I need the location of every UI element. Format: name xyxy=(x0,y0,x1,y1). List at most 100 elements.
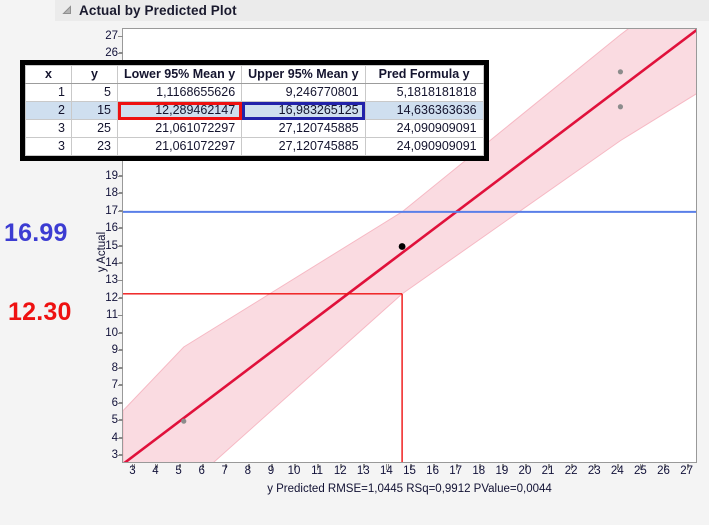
column-header-upper[interactable]: Upper 95% Mean y xyxy=(241,65,366,84)
y-tick-mark-minor xyxy=(119,279,123,281)
x-tick-mark xyxy=(363,464,365,470)
x-tick-mark-minor xyxy=(295,464,297,468)
y-tick-mark xyxy=(118,297,123,299)
y-tick-mark xyxy=(118,315,123,317)
x-tick-label: 23 xyxy=(587,465,601,477)
x-tick-mark xyxy=(132,464,134,470)
x-tick-label: 26 xyxy=(657,465,670,477)
x-tick-mark-minor xyxy=(249,464,250,468)
cell-y: 25 xyxy=(71,119,118,138)
data-point[interactable] xyxy=(181,418,187,424)
table-row[interactable]: 1 5 1,1168655626 9,246770801 5,1818181818 xyxy=(25,83,484,102)
x-tick-label: 18 xyxy=(472,465,486,477)
x-tick-mark xyxy=(524,464,526,470)
x-tick-mark-minor xyxy=(572,464,574,468)
y-tick-mark-minor xyxy=(119,366,123,368)
x-tick-mark-minor xyxy=(410,464,412,468)
jmp-report-panel: Actual by Predicted Plot 3 4 5 6 7 8 9 10 11 12 13… xyxy=(4,0,709,495)
reference-lines xyxy=(123,210,696,462)
x-tick-label: 15 xyxy=(403,465,416,477)
x-tick-label: 21 xyxy=(541,465,555,477)
y-tick-mark xyxy=(118,437,123,439)
column-header-y[interactable]: y xyxy=(71,65,118,84)
column-header-x[interactable]: x xyxy=(25,65,72,84)
y-tick-label: 9 xyxy=(111,344,118,357)
x-tick-label: 8 xyxy=(244,465,252,477)
data-point[interactable] xyxy=(617,69,624,75)
y-tick-mark-minor xyxy=(119,174,123,176)
y-tick-mark xyxy=(118,210,123,212)
y-tick-mark xyxy=(118,262,123,264)
x-tick-mark-minor xyxy=(387,464,389,468)
cell-x: 3 xyxy=(25,119,72,138)
y-tick-mark xyxy=(118,455,123,457)
x-tick-mark xyxy=(294,464,296,470)
y-tick-mark-minor xyxy=(119,454,123,456)
x-tick-label: 10 xyxy=(287,465,301,477)
x-tick-mark xyxy=(571,464,573,470)
y-tick-label: 14 xyxy=(105,256,118,269)
x-tick-label: 24 xyxy=(610,465,624,477)
y-tick-label: 10 xyxy=(105,326,118,339)
x-tick-label: 4 xyxy=(152,465,159,477)
y-tick-label: 5 xyxy=(111,414,118,427)
y-tick-mark xyxy=(118,193,123,195)
regression-fit-line xyxy=(123,29,696,462)
cell-lower-95-mean: 12,289462147 xyxy=(116,101,243,120)
data-point-selected[interactable] xyxy=(398,243,406,250)
right-margin-strip xyxy=(697,42,709,525)
fit-line xyxy=(123,29,696,462)
x-tick-mark xyxy=(340,464,342,470)
x-tick-mark xyxy=(224,464,226,470)
x-tick-mark xyxy=(317,464,319,470)
x-tick-label: 12 xyxy=(333,465,347,477)
x-tick-mark-minor xyxy=(433,464,435,468)
cell-pred-formula: 14,636363636 xyxy=(364,101,484,120)
x-tick-mark-minor xyxy=(687,464,689,468)
page-title: Actual by Predicted Plot xyxy=(79,3,237,18)
data-points xyxy=(181,69,624,424)
y-tick-mark-minor xyxy=(119,297,123,299)
x-tick-mark-minor xyxy=(133,464,135,468)
x-tick-mark-minor xyxy=(202,464,204,468)
x-tick-label: 20 xyxy=(518,465,532,477)
x-tick-mark xyxy=(178,464,180,470)
x-tick-mark-minor xyxy=(156,464,158,468)
y-tick-mark-minor xyxy=(119,349,123,351)
y-tick-label: 27 xyxy=(105,29,118,42)
data-point[interactable] xyxy=(617,104,624,110)
table-row[interactable]: 2 15 12,289462147 16,983265125 14,636363636 xyxy=(25,101,484,120)
y-tick-mark-minor xyxy=(119,314,123,316)
table-row[interactable]: 3 25 21,061072297 27,120745885 24,090909091 xyxy=(25,119,484,138)
prediction-table-overlay: x y Lower 95% Mean y Upper 95% Mean y Pr… xyxy=(20,60,489,161)
triangle-collapse-icon[interactable] xyxy=(61,4,74,17)
prediction-table: x y Lower 95% Mean y Upper 95% Mean y Pr… xyxy=(25,65,484,156)
y-tick-mark-minor xyxy=(119,262,123,264)
cell-upper-95-mean: 27,120745885 xyxy=(241,119,366,138)
x-tick-mark-minor xyxy=(318,464,320,468)
x-tick-mark xyxy=(501,464,503,470)
y-tick-mark xyxy=(118,420,123,422)
plot-svg xyxy=(123,29,696,462)
y-tick-label: 18 xyxy=(105,187,118,200)
x-tick-mark xyxy=(155,464,157,470)
y-tick-label: 17 xyxy=(105,204,118,217)
y-tick-mark-minor xyxy=(119,401,123,403)
x-tick-label: 13 xyxy=(356,465,370,477)
y-tick-mark xyxy=(118,385,123,387)
table-row[interactable]: 3 23 21,061072297 27,120745885 24,090909091 xyxy=(25,137,484,156)
y-tick-label: 26 xyxy=(105,47,118,60)
cell-x: 2 xyxy=(25,101,72,120)
x-tick-mark xyxy=(640,464,642,470)
panel-title-bar: Actual by Predicted Plot xyxy=(55,0,709,22)
x-tick-mark-minor xyxy=(179,464,181,468)
cell-lower-95-mean: 21,061072297 xyxy=(116,119,243,138)
table-body: 1 5 1,1168655626 9,246770801 5,1818181818 2 15… xyxy=(25,83,484,156)
x-tick-mark-minor xyxy=(618,464,620,468)
y-axis-title: y Actual xyxy=(96,231,109,273)
column-header-pred[interactable]: Pred Formula y xyxy=(364,65,484,84)
y-tick-mark-minor xyxy=(119,419,123,421)
x-tick-mark-minor xyxy=(549,464,551,468)
column-header-lower[interactable]: Lower 95% Mean y xyxy=(116,65,243,84)
x-tick-mark xyxy=(617,464,619,470)
